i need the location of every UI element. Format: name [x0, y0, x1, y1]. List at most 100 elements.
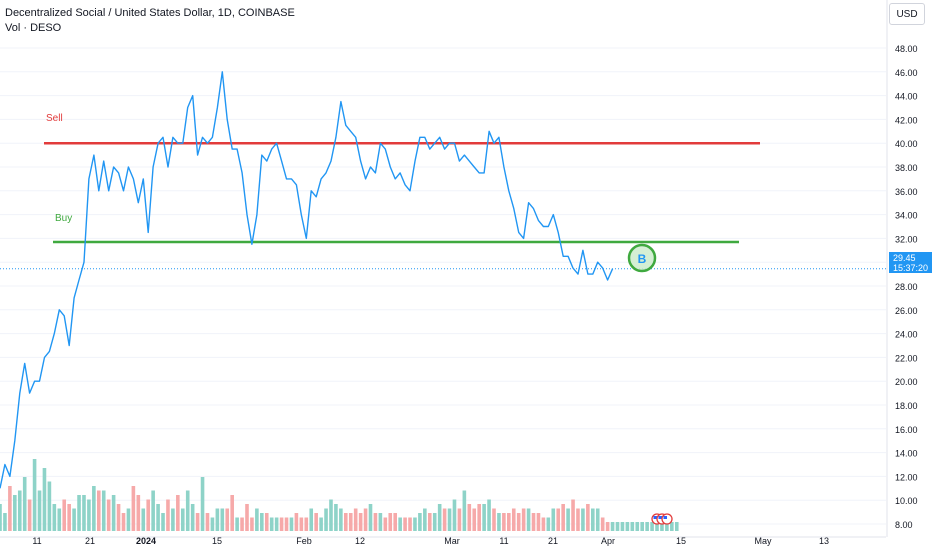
volume-bar: [3, 513, 7, 531]
event-flag-canton: [658, 516, 662, 519]
volume-bar: [131, 486, 136, 531]
volume-bar: [82, 495, 86, 531]
volume-bar: [151, 490, 155, 531]
volume-bar: [299, 517, 304, 531]
time-tick-label: 2024: [136, 536, 156, 546]
volume-bar: [72, 508, 76, 531]
last-price-value: 29.45: [893, 253, 916, 263]
volume-bar: [200, 477, 205, 531]
volume-bar: [116, 504, 121, 531]
volume-bar: [363, 508, 368, 531]
volume-bar: [106, 499, 111, 531]
volume-bar: [101, 490, 106, 531]
volume-bar: [462, 490, 467, 531]
price-tick-label: 34.00: [895, 211, 918, 221]
time-tick-label: Apr: [601, 536, 615, 546]
volume-bar: [492, 508, 496, 531]
volume-bar: [57, 508, 62, 531]
volume-bar: [279, 517, 284, 531]
volume-bar: [294, 513, 299, 531]
price-tick-label: 8.00: [895, 520, 913, 530]
price-tick-label: 20.00: [895, 377, 918, 387]
volume-bar: [260, 513, 264, 531]
volume-bar: [521, 508, 526, 531]
buy-signal-marker: [627, 243, 657, 273]
volume-bar: [418, 513, 422, 531]
volume-bar: [403, 517, 407, 531]
volume-bar: [87, 499, 91, 531]
price-tick-label: 16.00: [895, 425, 918, 435]
volume-bar: [581, 508, 585, 531]
chart-title: Decentralized Social / United States Dol…: [5, 7, 295, 19]
price-tick-label: 24.00: [895, 330, 918, 340]
volume-bar: [255, 508, 259, 531]
volume-bar: [121, 513, 126, 531]
volume-bar: [655, 522, 659, 531]
time-tick-label: Mar: [444, 536, 460, 546]
volume-indicator-label: Vol · DESO: [5, 22, 62, 34]
volume-bar: [482, 504, 486, 531]
price-tick-label: 40.00: [895, 139, 918, 149]
buy-signal-marker-label: B: [638, 252, 647, 266]
volume-bar: [289, 517, 294, 531]
volume-bar: [413, 517, 417, 531]
volume-bar: [17, 490, 22, 531]
volume-bar: [472, 508, 477, 531]
volume-bar: [511, 508, 516, 531]
volume-bar: [595, 508, 600, 531]
volume-bar: [432, 513, 437, 531]
volume-bar: [586, 504, 590, 531]
price-tick-label: 10.00: [895, 496, 918, 506]
volume-bar: [0, 504, 2, 531]
time-tick-label: 21: [85, 536, 95, 546]
volume-bar: [264, 513, 269, 531]
price-line-series: [0, 71, 614, 489]
price-tick-label: 12.00: [895, 472, 918, 482]
volume-bar: [665, 522, 669, 531]
volume-bar: [180, 508, 185, 531]
volume-bar: [571, 499, 575, 531]
volume-bar: [576, 508, 580, 531]
volume-bar: [240, 517, 244, 531]
volume-bar: [442, 508, 447, 531]
volume-bar: [531, 513, 536, 531]
volume-bar: [52, 504, 57, 531]
price-tick-label: 38.00: [895, 163, 918, 173]
volume-bar: [27, 499, 32, 531]
volume-bar: [304, 517, 309, 531]
currency-selector[interactable]: USD: [889, 3, 925, 25]
volume-bar: [334, 504, 338, 531]
volume-bar: [497, 513, 501, 531]
volume-bar: [42, 468, 47, 531]
volume-bar: [358, 513, 363, 531]
volume-bar: [561, 504, 565, 531]
time-tick-label: 21: [548, 536, 558, 546]
volume-bar: [210, 517, 215, 531]
volume-bar: [146, 499, 150, 531]
volume-bar: [156, 504, 160, 531]
volume-bar: [467, 504, 472, 531]
volume-bar: [136, 495, 141, 531]
volume-bar: [190, 504, 195, 531]
volume-bar: [408, 517, 412, 531]
volume-bar: [348, 513, 353, 531]
volume-bar: [610, 522, 615, 531]
time-tick-label: 11: [499, 536, 508, 546]
volume-bar: [329, 499, 333, 531]
volume-bar: [77, 495, 81, 531]
time-tick-label: Feb: [296, 536, 312, 546]
volume-bar: [393, 513, 397, 531]
volume-bar: [600, 517, 605, 531]
volume-bar: [373, 513, 378, 531]
volume-bar: [660, 522, 664, 531]
volume-bar: [32, 459, 37, 531]
volume-bar: [353, 508, 358, 531]
volume-bar: [605, 522, 610, 531]
volume-bar: [383, 517, 388, 531]
volume-bar: [161, 513, 165, 531]
volume-bar: [546, 517, 551, 531]
volume-bar: [205, 513, 210, 531]
price-tick-label: 32.00: [895, 234, 918, 244]
volume-bar: [171, 508, 175, 531]
